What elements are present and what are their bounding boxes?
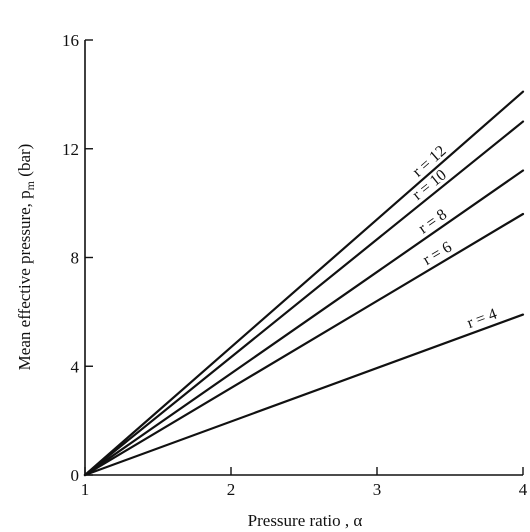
series-label: r = 4 — [465, 306, 499, 332]
y-axis-title: Mean effective pressure, pm (bar) — [15, 144, 37, 371]
x-tick-label: 3 — [373, 480, 382, 499]
y-ticks: 0 4 8 12 16 — [62, 31, 93, 485]
x-axis-title: Pressure ratio , α — [248, 511, 363, 530]
y-tick-label: 0 — [71, 466, 80, 485]
x-tick-label: 1 — [81, 480, 90, 499]
y-tick-label: 16 — [62, 31, 79, 50]
series-line — [83, 90, 525, 477]
series-line — [83, 120, 525, 477]
y-tick-label: 4 — [71, 357, 80, 376]
axes — [84, 40, 523, 476]
series-line — [83, 169, 525, 477]
series-line — [83, 212, 525, 477]
x-tick-label: 2 — [227, 480, 236, 499]
y-tick-label: 8 — [71, 249, 80, 268]
x-tick-label: 4 — [519, 480, 528, 499]
y-tick-label: 12 — [62, 140, 79, 159]
series-layer — [83, 90, 525, 477]
x-ticks: 1 2 3 4 — [81, 467, 528, 499]
series-line — [83, 313, 525, 477]
